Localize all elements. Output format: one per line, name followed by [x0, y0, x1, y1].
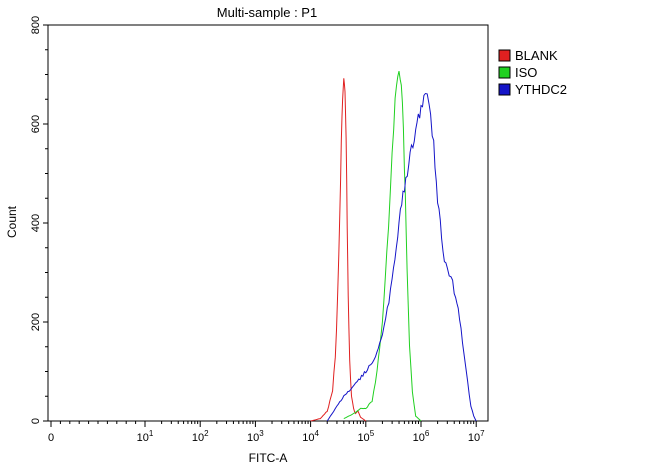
y-tick-label: 200 — [30, 313, 42, 331]
plot-frame — [47, 24, 489, 422]
axes-layer: 0 200 400 600 800 0 101 102 103 104 105 106 107 — [30, 16, 485, 444]
chart-title: Multi-sample : P1 — [217, 5, 317, 20]
legend-label-iso: ISO — [515, 65, 537, 80]
x-tick-label: 105 — [357, 429, 374, 444]
series-line-iso — [343, 70, 422, 422]
y-tick-label: 600 — [30, 115, 42, 133]
x-tick-label: 106 — [413, 429, 430, 444]
x-axis-label: FITC-A — [249, 451, 288, 465]
legend-swatch-ythdc2 — [498, 83, 511, 96]
x-tick-label: 104 — [302, 429, 319, 444]
series-layer — [310, 70, 477, 422]
y-tick-label: 400 — [30, 214, 42, 232]
legend-swatch-iso — [498, 66, 511, 79]
x-tick-label: 102 — [192, 429, 209, 444]
y-tick-label: 800 — [30, 16, 42, 34]
y-axis-label: Count — [5, 205, 19, 238]
legend-label-ythdc2: YTHDC2 — [515, 82, 567, 97]
y-tick-label: 0 — [30, 418, 42, 424]
legend-swatch-blank — [498, 49, 511, 62]
x-tick-label: 0 — [48, 432, 54, 444]
legend: BLANK ISO YTHDC2 — [498, 48, 567, 97]
x-tick-label: 103 — [247, 429, 264, 444]
series-line-ythdc2 — [326, 92, 477, 422]
x-tick-label: 107 — [468, 429, 485, 444]
legend-label-blank: BLANK — [515, 48, 558, 63]
x-tick-label: 101 — [137, 429, 154, 444]
